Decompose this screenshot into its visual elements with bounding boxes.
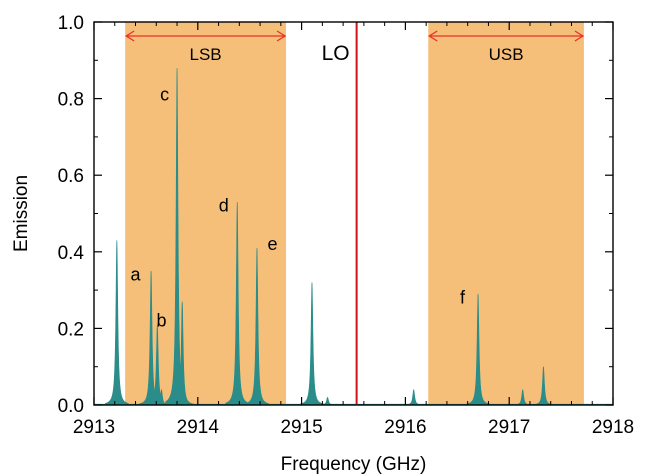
x-tick-label: 2917 xyxy=(488,417,530,438)
y-tick-label: 0.4 xyxy=(58,243,85,264)
arrowhead-right-usb xyxy=(574,30,585,42)
emission-peak xyxy=(170,301,194,406)
peak-annotations: a b c d e f xyxy=(131,85,466,331)
arrowhead-right-lsb xyxy=(276,30,287,42)
lo-label: LO xyxy=(322,42,350,65)
emission-peak xyxy=(245,247,269,406)
emission-peak xyxy=(466,293,490,406)
peak-label-c: c xyxy=(160,85,169,105)
y-tick-label: 0.0 xyxy=(58,396,84,417)
sideband-region-usb xyxy=(428,22,584,405)
x-tick-label: 2913 xyxy=(73,417,115,438)
lo-marker: LO xyxy=(322,22,358,405)
peak-label-e: e xyxy=(268,234,278,254)
emission-peak xyxy=(105,240,129,406)
x-tick-label: 2915 xyxy=(280,417,322,438)
y-tick-label: 0.6 xyxy=(58,166,84,187)
y-axis-ticks: 0.0 0.2 0.4 0.6 0.8 1.0 xyxy=(58,13,613,417)
sideband-label-lsb: LSB xyxy=(190,45,222,64)
sideband-region-lsb xyxy=(125,22,287,405)
peak-label-b: b xyxy=(156,310,166,330)
y-axis-title: Emission xyxy=(11,175,32,252)
emission-peak xyxy=(300,282,324,406)
peak-label-d: d xyxy=(219,196,229,216)
sideband-label-usb: USB xyxy=(489,45,524,64)
y-tick-label: 0.2 xyxy=(58,319,84,340)
sideband-regions: LSB USB xyxy=(124,22,585,405)
x-tick-label: 2916 xyxy=(384,417,426,438)
x-tick-label: 2914 xyxy=(177,417,220,438)
arrowhead-left-usb xyxy=(428,30,438,42)
x-tick-label: 2918 xyxy=(592,417,634,438)
x-axis-ticks: 2913 2914 2915 2916 2917 2918 xyxy=(73,22,634,438)
peak-label-a: a xyxy=(131,265,142,285)
y-tick-label: 1.0 xyxy=(58,13,84,34)
arrowhead-left-lsb xyxy=(124,30,135,42)
peak-label-f: f xyxy=(460,288,466,308)
x-axis-title: Frequency (GHz) xyxy=(281,454,427,475)
y-tick-label: 0.8 xyxy=(58,90,84,111)
emission-peak xyxy=(225,201,249,406)
